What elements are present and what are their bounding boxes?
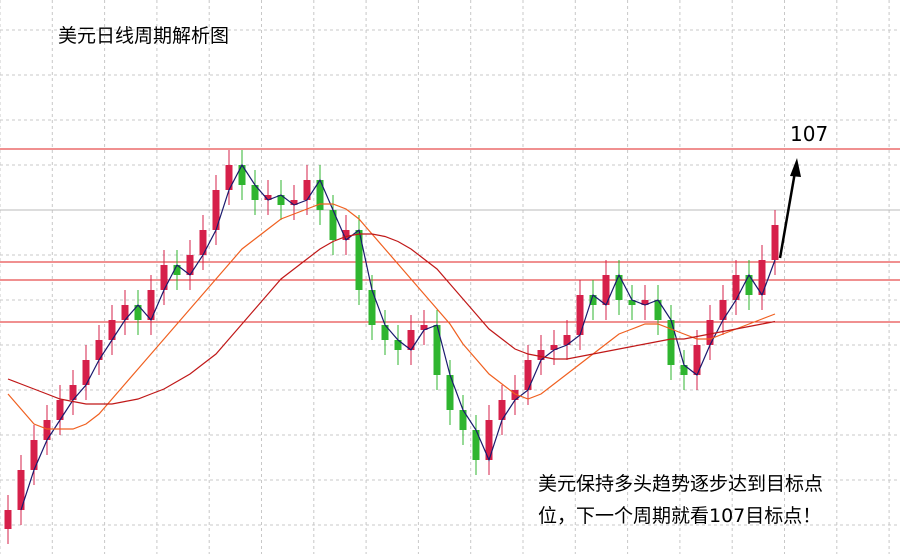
candle-body: [459, 410, 467, 430]
candle-body: [147, 290, 155, 320]
candle-body: [537, 350, 545, 360]
candle-body: [485, 420, 493, 460]
candle-body: [134, 305, 142, 320]
moving-average: [20, 163, 776, 511]
candle-body: [550, 345, 558, 350]
candle-body: [381, 325, 389, 340]
candle-body: [121, 305, 129, 320]
candle-body: [199, 230, 207, 255]
candle-body: [394, 340, 402, 350]
candle-body: [173, 265, 181, 275]
candle-body: [472, 430, 480, 460]
candle-body: [667, 320, 675, 365]
candle-body: [420, 325, 428, 330]
candle-body: [329, 210, 337, 240]
candle-body: [524, 360, 532, 390]
candle-body: [602, 275, 610, 305]
candle-body: [342, 230, 350, 240]
candle-body: [264, 195, 272, 200]
chart-title: 美元日线周期解析图: [58, 25, 229, 47]
candle-body: [706, 320, 714, 345]
candle-body: [407, 330, 415, 350]
candle-body: [69, 385, 77, 400]
candle-body: [563, 335, 571, 345]
candle-body: [251, 185, 259, 200]
candle-body: [446, 375, 454, 410]
candle-body: [95, 340, 103, 360]
moving-average: [7, 203, 776, 430]
annotation: 位，下一个周期就看107目标点！: [538, 505, 821, 527]
candle-body: [576, 295, 584, 335]
candle-body: [316, 180, 324, 210]
candle-body: [654, 300, 662, 320]
candle-body: [290, 200, 298, 205]
candle-body: [433, 325, 441, 375]
annotation: 美元保持多头趋势逐步达到目标点: [538, 473, 823, 495]
candle-body: [56, 400, 64, 420]
candle-body: [186, 255, 194, 275]
candle-body: [225, 165, 233, 190]
candle-body: [719, 300, 727, 320]
candle-body: [511, 390, 519, 400]
candle-body: [758, 260, 766, 295]
candle-body: [693, 345, 701, 375]
moving-average: [7, 233, 776, 405]
candle-body: [4, 510, 12, 529]
candle-body: [368, 290, 376, 325]
candle-body: [108, 320, 116, 340]
candle-body: [160, 265, 168, 290]
candle-body: [628, 300, 636, 305]
candle-body: [238, 165, 246, 185]
candle-body: [43, 420, 51, 440]
candle-body: [732, 275, 740, 300]
candle-body: [355, 230, 363, 290]
plot: [0, 148, 900, 544]
candle-body: [498, 400, 506, 420]
candle-body: [771, 225, 779, 260]
target-label: 107: [790, 122, 828, 146]
candle-body: [745, 275, 753, 295]
candle-body: [680, 365, 688, 375]
candle-body: [641, 300, 649, 305]
candle-body: [303, 180, 311, 200]
candle-body: [17, 470, 25, 510]
candle-body: [82, 360, 90, 385]
candle-body: [589, 295, 597, 305]
arrow-shaft: [778, 171, 797, 259]
candle-body: [277, 195, 285, 205]
arrow-head: [790, 158, 801, 177]
candle-body: [212, 190, 220, 230]
candle-body: [615, 275, 623, 300]
candle-body: [30, 440, 38, 470]
